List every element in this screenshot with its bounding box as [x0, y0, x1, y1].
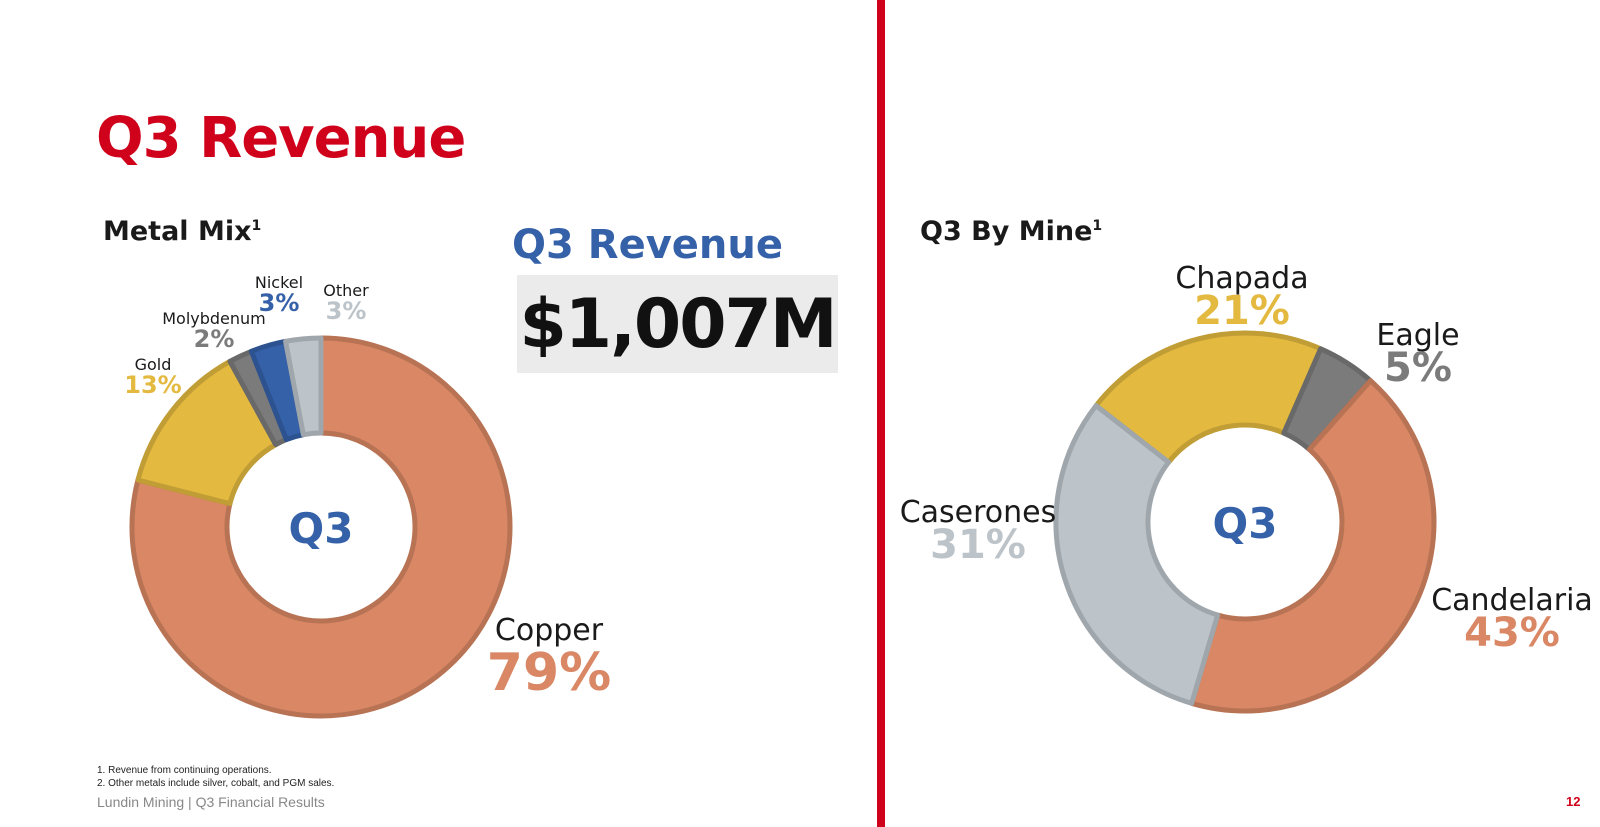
metal-mix-category-label-other: Other — [323, 281, 369, 300]
revenue-label: Q3 Revenue — [512, 222, 783, 268]
by-mine-category-label-chapada: Chapada — [1175, 261, 1308, 296]
by-mine-center-label: Q3 — [1213, 499, 1278, 548]
by-mine-slice-candelaria — [1189, 378, 1437, 714]
revenue-value: $1,007M — [519, 284, 837, 364]
metal-mix-slice-copper — [129, 335, 513, 719]
metal-mix-title: Metal Mix1 — [103, 216, 262, 247]
metal-mix-value-label-other: 3% — [326, 297, 367, 325]
metal-mix-value-label-copper: 79% — [487, 643, 611, 703]
by-mine-footnote-marker: 1 — [1092, 218, 1103, 234]
metal-mix-value-label-molybdenum: 2% — [194, 325, 235, 353]
metal-mix-value-label-gold: 13% — [124, 371, 181, 399]
by-mine-title: Q3 By Mine1 — [920, 216, 1103, 247]
footnote-1: 1. Revenue from continuing operations. — [97, 765, 272, 776]
metal-mix-center-label: Q3 — [289, 504, 354, 553]
page-title: Q3 Revenue — [96, 106, 466, 171]
metal-mix-value-label-nickel: 3% — [259, 289, 300, 317]
section-divider — [877, 0, 885, 827]
page-number: 12 — [1566, 794, 1581, 809]
revenue-box: $1,007M — [517, 275, 838, 373]
footnotes: 1. Revenue from continuing operations. 2… — [97, 764, 334, 790]
by-mine-value-label-caserones: 31% — [930, 522, 1026, 568]
by-mine-category-label-caserones: Caserones — [900, 495, 1057, 530]
metal-mix-slice-other — [283, 335, 324, 438]
metal-mix-category-label-molybdenum: Molybdenum — [162, 309, 266, 328]
metal-mix-category-label-gold: Gold — [135, 355, 172, 374]
metal-mix-category-label-nickel: Nickel — [255, 273, 303, 292]
by-mine-value-label-chapada: 21% — [1194, 288, 1290, 334]
by-mine-slice-chapada — [1093, 330, 1324, 465]
metal-mix-footnote-marker: 1 — [251, 218, 262, 234]
footer-text: Lundin Mining | Q3 Financial Results — [97, 794, 325, 810]
by-mine-value-label-eagle: 5% — [1384, 345, 1452, 391]
by-mine-value-label-candelaria: 43% — [1464, 610, 1560, 656]
footnote-2: 2. Other metals include silver, cobalt, … — [97, 778, 335, 789]
metal-mix-category-label-copper: Copper — [495, 613, 604, 648]
by-mine-category-label-candelaria: Candelaria — [1431, 583, 1593, 618]
by-mine-slice-caserones — [1053, 403, 1221, 706]
by-mine-category-label-eagle: Eagle — [1376, 318, 1459, 353]
